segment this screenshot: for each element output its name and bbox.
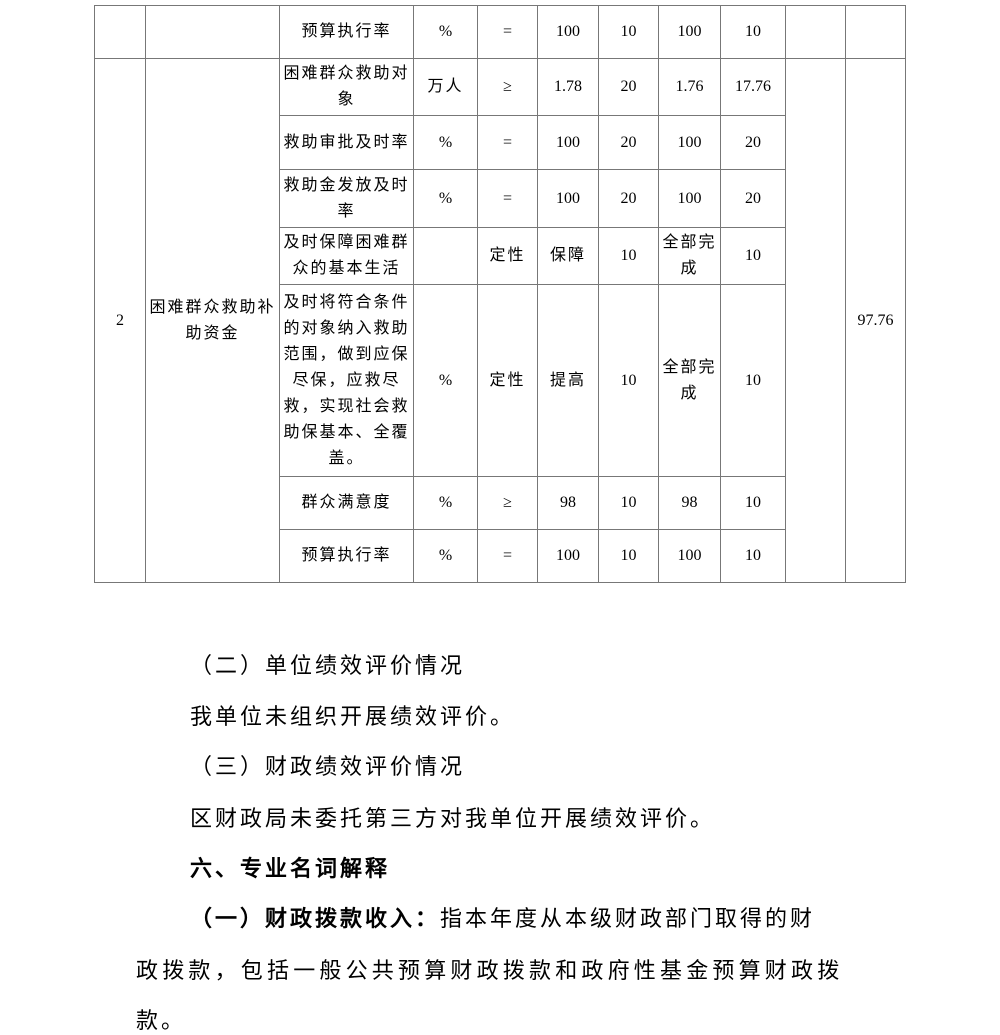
- definition-1-line-2: 政拨款，包括一般公共预算财政拨款和政府性基金预算财政拨: [136, 958, 844, 983]
- section-2-text: 我单位未组织开展绩效评价。: [190, 704, 516, 729]
- weight: 20: [598, 115, 659, 170]
- actual: 100: [658, 115, 721, 170]
- actual: 全部完成: [658, 227, 721, 285]
- score: 10: [720, 284, 786, 477]
- row-index: 2: [94, 58, 146, 583]
- weight: 10: [598, 476, 659, 530]
- score: 20: [720, 115, 786, 170]
- operator: ≥: [477, 476, 538, 530]
- section-3-text: 区财政局未委托第三方对我单位开展绩效评价。: [190, 806, 716, 831]
- operator: =: [477, 5, 538, 59]
- table-row: 及时将符合条件的对象纳入救助范围，做到应保尽保，应救尽救，实现社会救助保基本、全…: [95, 284, 906, 477]
- weight: 20: [598, 169, 659, 228]
- indicator: 群众满意度: [279, 476, 414, 530]
- operator: =: [477, 115, 538, 170]
- actual: 100: [658, 529, 721, 583]
- actual: 100: [658, 5, 721, 59]
- target: 100: [537, 5, 599, 59]
- definition-1-text: 指本年度从本级财政部门取得的财: [440, 906, 816, 931]
- target: 保障: [537, 227, 599, 285]
- section-6-title: 六、专业名词解释: [190, 856, 391, 881]
- target: 提高: [537, 284, 599, 477]
- score: 10: [720, 529, 786, 583]
- indicator: 救助审批及时率: [279, 115, 414, 170]
- unit: %: [413, 476, 478, 530]
- operator: 定性: [477, 284, 538, 477]
- unit: 万人: [413, 58, 478, 116]
- unit: %: [413, 5, 478, 59]
- operator: =: [477, 529, 538, 583]
- section-3-title: （三）财政绩效评价情况: [190, 754, 466, 779]
- weight: 10: [598, 529, 659, 583]
- operator: ≥: [477, 58, 538, 116]
- unit: %: [413, 284, 478, 477]
- target: 100: [537, 115, 599, 170]
- indicator: 预算执行率: [279, 5, 414, 59]
- indicator: 困难群众救助对象: [279, 58, 414, 116]
- score: 10: [720, 476, 786, 530]
- indicator: 救助金发放及时率: [279, 169, 414, 228]
- total-score: 97.76: [845, 58, 906, 583]
- target: 100: [537, 529, 599, 583]
- indicator: 及时保障困难群众的基本生活: [279, 227, 414, 285]
- table-row: 预算执行率 % = 100 10 100 10: [94, 5, 906, 59]
- section-2-title: （二）单位绩效评价情况: [190, 653, 466, 678]
- project-name: 困难群众救助补助资金: [145, 58, 280, 583]
- target: 98: [537, 476, 599, 530]
- actual: 1.76: [658, 58, 721, 116]
- target: 100: [537, 169, 599, 228]
- actual: 100: [658, 169, 721, 228]
- score: 10: [720, 5, 786, 59]
- score: 20: [720, 169, 786, 228]
- table-row: 救助金发放及时率 % = 100 20 100 20: [95, 169, 906, 228]
- unit: %: [413, 529, 478, 583]
- weight: 10: [598, 227, 659, 285]
- weight: 20: [598, 58, 659, 116]
- indicator: 及时将符合条件的对象纳入救助范围，做到应保尽保，应救尽救，实现社会救助保基本、全…: [279, 284, 414, 477]
- table-row: 预算执行率 % = 100 10 100 10: [95, 529, 906, 583]
- definition-1-line-3: 款。: [136, 1008, 187, 1033]
- target: 1.78: [537, 58, 599, 116]
- table-row: 救助审批及时率 % = 100 20 100 20: [95, 115, 906, 170]
- operator: 定性: [477, 227, 538, 285]
- score: 17.76: [720, 58, 786, 116]
- table-row: 2 困难群众救助补助资金 困难群众救助对象 万人 ≥ 1.78 20 1.76 …: [94, 58, 906, 583]
- unit: %: [413, 115, 478, 170]
- unit: [413, 227, 478, 285]
- actual: 98: [658, 476, 721, 530]
- definition-1-label: （一）财政拨款收入：: [190, 906, 441, 931]
- indicator: 预算执行率: [279, 529, 414, 583]
- actual: 全部完成: [658, 284, 721, 477]
- table-row: 群众满意度 % ≥ 98 10 98 10: [95, 476, 906, 530]
- score: 10: [720, 227, 786, 285]
- operator: =: [477, 169, 538, 228]
- performance-table: 预算执行率 % = 100 10 100 10 2 困难群众救助补助资金 困难群…: [94, 5, 906, 583]
- unit: %: [413, 169, 478, 228]
- definition-1-line-1: （一）财政拨款收入：指本年度从本级财政部门取得的财: [190, 901, 815, 933]
- weight: 10: [598, 284, 659, 477]
- table-row: 及时保障困难群众的基本生活 定性 保障 10 全部完成 10: [95, 227, 906, 285]
- weight: 10: [598, 5, 659, 59]
